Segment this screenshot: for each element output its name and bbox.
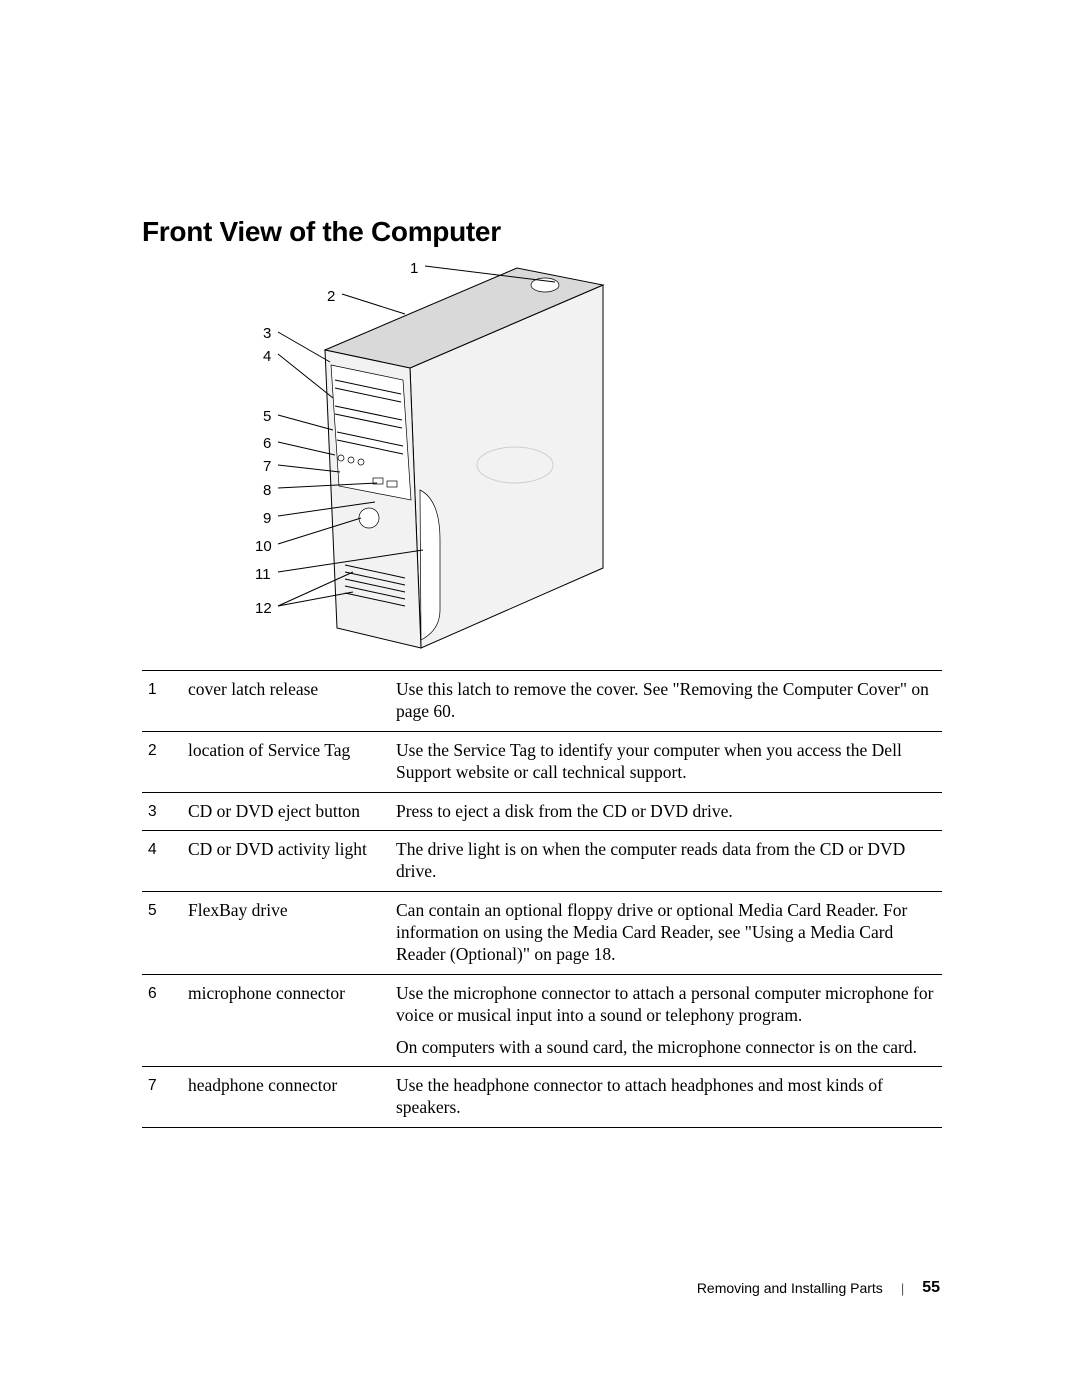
row-description: Use the Service Tag to identify your com…	[396, 740, 942, 784]
callout-number: 3	[263, 325, 271, 342]
table-row: 2location of Service TagUse the Service …	[142, 732, 942, 792]
row-number: 6	[142, 983, 188, 1059]
row-description: Use this latch to remove the cover. See …	[396, 679, 942, 723]
table-rule	[142, 1127, 942, 1128]
table-row: 1cover latch releaseUse this latch to re…	[142, 671, 942, 731]
row-number: 7	[142, 1075, 188, 1119]
footer-page-number: 55	[922, 1279, 940, 1297]
page-title: Front View of the Computer	[142, 216, 501, 248]
row-part-name: cover latch release	[188, 679, 396, 723]
row-part-name: CD or DVD activity light	[188, 839, 396, 883]
table-row: 7headphone connectorUse the headphone co…	[142, 1067, 942, 1127]
row-number: 4	[142, 839, 188, 883]
row-number: 3	[142, 801, 188, 823]
footer-separator: |	[901, 1281, 904, 1296]
footer-section: Removing and Installing Parts	[697, 1280, 883, 1296]
row-part-name: location of Service Tag	[188, 740, 396, 784]
row-part-name: CD or DVD eject button	[188, 801, 396, 823]
callout-number: 10	[255, 538, 272, 555]
row-description: Use the microphone connector to attach a…	[396, 983, 942, 1059]
row-part-name: microphone connector	[188, 983, 396, 1059]
table-row: 6microphone connectorUse the microphone …	[142, 975, 942, 1067]
callout-number: 9	[263, 510, 271, 527]
row-part-name: FlexBay drive	[188, 900, 396, 966]
callout-number: 12	[255, 600, 272, 617]
computer-tower-illustration	[245, 250, 695, 665]
callout-number: 8	[263, 482, 271, 499]
table-row: 4CD or DVD activity lightThe drive light…	[142, 831, 942, 891]
callout-number: 11	[255, 566, 271, 583]
page: Front View of the Computer	[0, 0, 1080, 1397]
row-description: Press to eject a disk from the CD or DVD…	[396, 801, 942, 823]
diagram: 123456789101112	[245, 250, 695, 665]
row-description: The drive light is on when the computer …	[396, 839, 942, 883]
callout-number: 1	[410, 260, 418, 277]
table-row: 5FlexBay driveCan contain an optional fl…	[142, 892, 942, 974]
row-number: 5	[142, 900, 188, 966]
page-footer: Removing and Installing Parts | 55	[697, 1279, 940, 1297]
callout-number: 4	[263, 348, 271, 365]
parts-table: 1cover latch releaseUse this latch to re…	[142, 670, 942, 1128]
table-row: 3CD or DVD eject buttonPress to eject a …	[142, 793, 942, 831]
callout-number: 5	[263, 408, 271, 425]
row-description: Use the headphone connector to attach he…	[396, 1075, 942, 1119]
callout-number: 6	[263, 435, 271, 452]
row-description: Can contain an optional floppy drive or …	[396, 900, 942, 966]
row-number: 1	[142, 679, 188, 723]
row-number: 2	[142, 740, 188, 784]
callout-number: 7	[263, 458, 271, 475]
callout-number: 2	[327, 288, 335, 305]
row-part-name: headphone connector	[188, 1075, 396, 1119]
